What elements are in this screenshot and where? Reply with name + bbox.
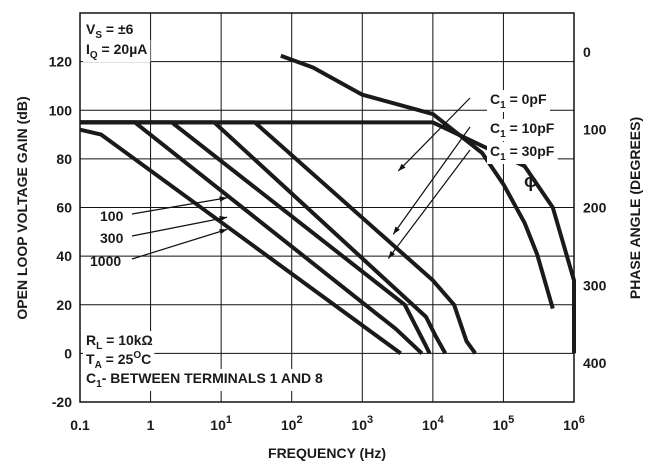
x-tick-label: 101 [210, 414, 232, 433]
annotation-arrow [392, 126, 471, 235]
arrow-head [219, 228, 228, 235]
y2-tick-label: 0 [583, 44, 591, 60]
annotation-arrow [387, 149, 471, 259]
condition-label: VS = ±6 [86, 21, 134, 41]
capacitance-value-label: 1000 [90, 253, 121, 269]
y-tick-label: 40 [56, 248, 72, 264]
x-tick-label: 106 [563, 414, 585, 433]
label-background [83, 40, 151, 62]
arrow-head [219, 215, 228, 222]
x-tick-label: 105 [493, 414, 515, 433]
tick-labels: 0.1 1 101 102 103 104 105 106120100806040200-20… [49, 44, 607, 433]
y-tick-label: 20 [56, 297, 72, 313]
capacitor-label: C1 = 10pF [490, 120, 555, 140]
arrow-head [393, 226, 400, 235]
y2-tick-label: 200 [583, 200, 607, 216]
annotation-arrow [397, 97, 471, 172]
x-tick-label: 1 [147, 417, 155, 433]
y2-tick-label: 100 [583, 122, 607, 138]
label-background [487, 142, 558, 164]
curves [79, 53, 576, 356]
y-tick-label: 120 [49, 54, 73, 70]
y-tick-label: 60 [56, 200, 72, 216]
capacitance-value-label: 300 [100, 230, 124, 246]
x-tick-label: 103 [351, 414, 373, 433]
series-line [80, 120, 576, 354]
y-tick-label: 100 [49, 102, 73, 118]
condition-label: RL = 10kΩ [86, 332, 153, 352]
phase-symbol-label: ϕ [524, 171, 538, 191]
y-tick-label: -20 [52, 394, 72, 410]
series-line [80, 120, 432, 355]
y-axis-label: OPEN LOOP VOLTAGE GAIN (dB) [14, 96, 30, 319]
annotation-arrow [131, 197, 228, 215]
condition-label: TA = 25OC [86, 350, 151, 371]
arrow-head [388, 250, 395, 259]
annotation-arrow [131, 216, 228, 237]
series-line [280, 53, 555, 310]
condition-label: C1- BETWEEN TERMINALS 1 AND 8 [86, 370, 323, 390]
arrow-head [219, 196, 228, 202]
annotation-arrow [131, 228, 228, 260]
x-tick-label: 0.1 [70, 417, 90, 433]
x-tick-label: 104 [422, 414, 445, 433]
x-axis-label: FREQUENCY (Hz) [268, 445, 386, 461]
label-background [83, 349, 155, 372]
y2-axis-label: PHASE ANGLE (DEGREES) [627, 117, 643, 299]
label-background [83, 369, 327, 391]
condition-label: IQ = 20µA [86, 41, 147, 61]
capacitor-label: C1 = 0pF [490, 91, 547, 111]
series-line [80, 120, 424, 355]
series-line [80, 120, 477, 355]
y-tick-label: 80 [56, 151, 72, 167]
x-tick-label: 102 [281, 414, 303, 433]
capacitor-label: C1 = 30pF [490, 143, 555, 163]
y2-tick-label: 300 [583, 277, 607, 293]
arrow-head [398, 163, 406, 172]
capacitance-value-label: 100 [100, 208, 124, 224]
label-background [83, 20, 137, 42]
y-tick-label: 0 [64, 345, 72, 361]
label-background [487, 119, 558, 141]
label-background [487, 90, 550, 112]
y2-tick-label: 400 [583, 355, 607, 371]
series-line [79, 127, 402, 356]
label-background [83, 331, 156, 353]
